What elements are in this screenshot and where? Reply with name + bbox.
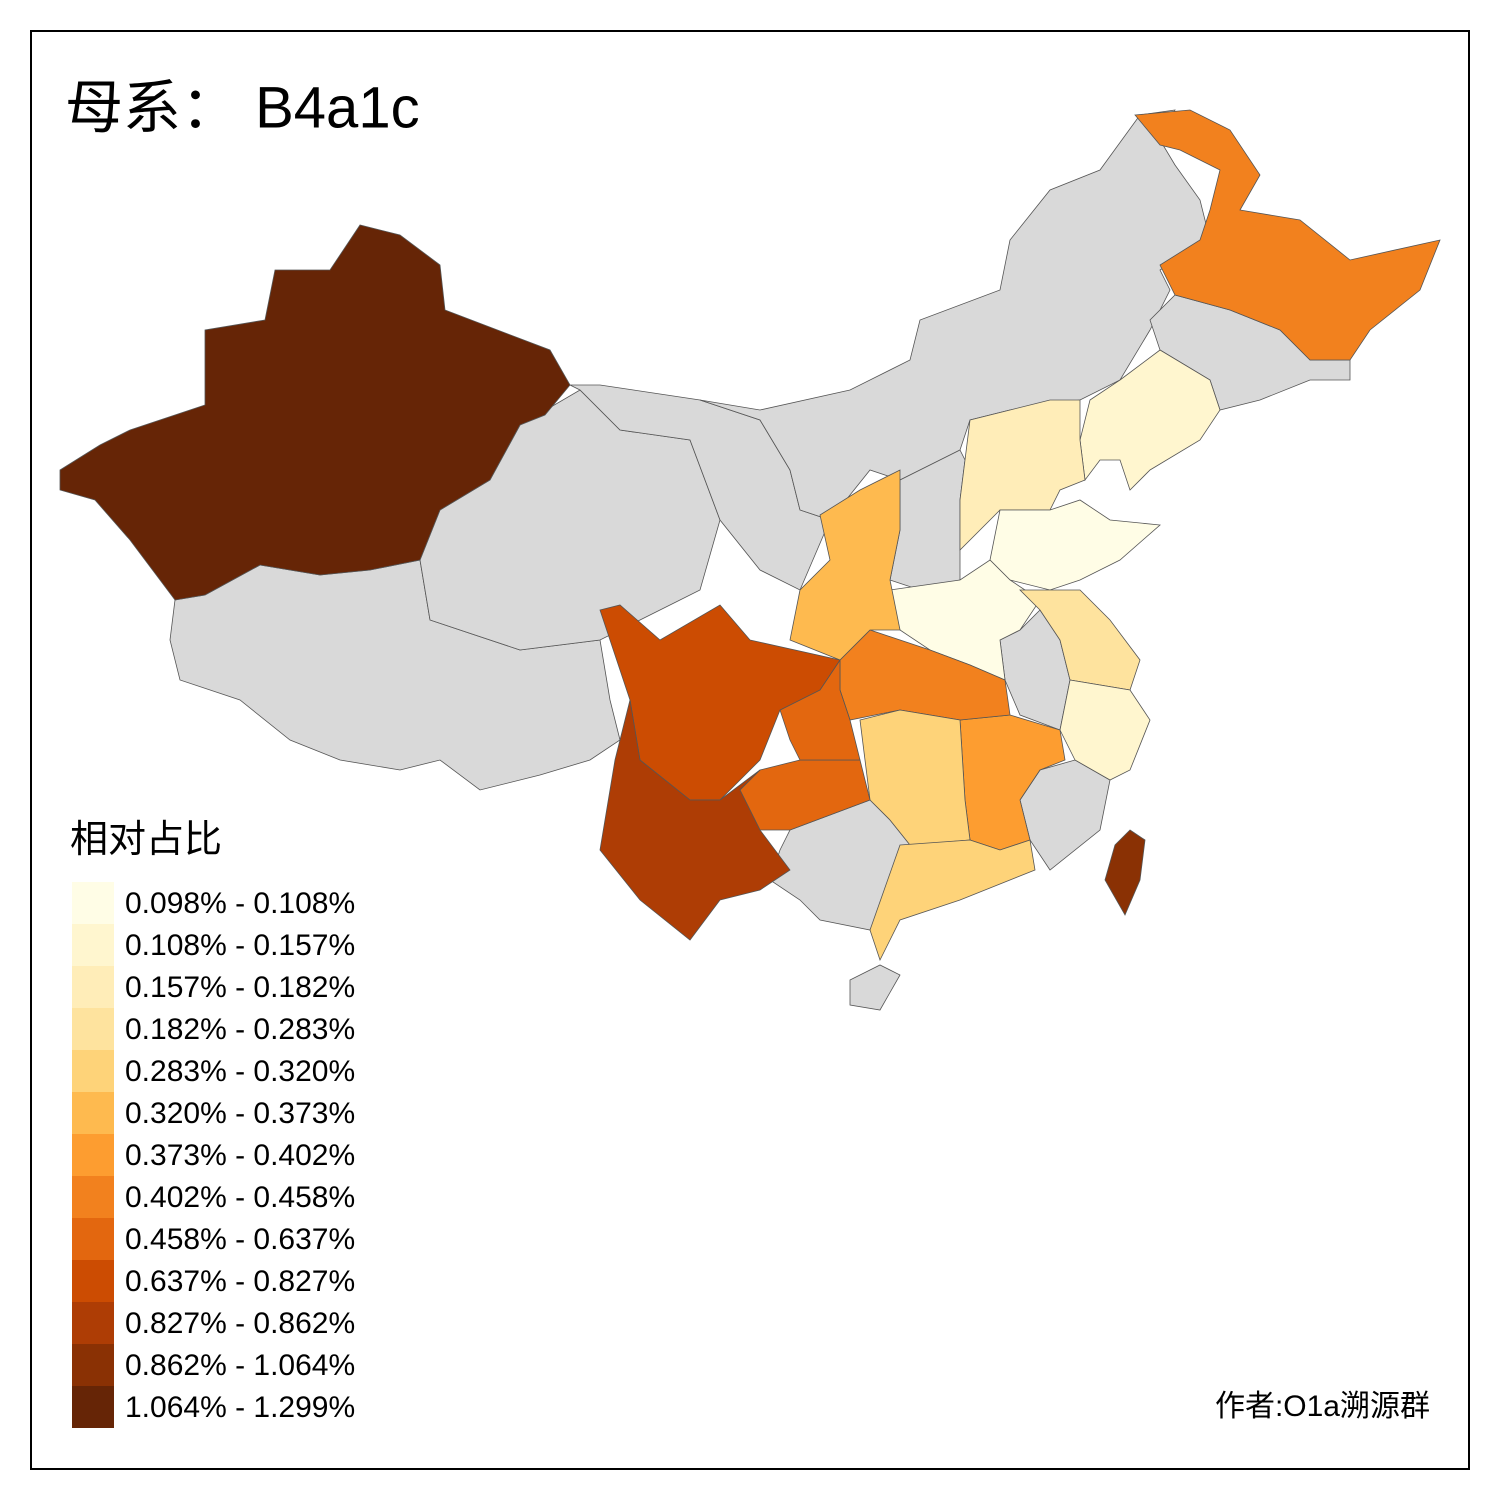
legend-swatch (72, 1134, 114, 1176)
legend-label: 0.402% - 0.458% (125, 1181, 355, 1214)
hainan (849, 964, 901, 1011)
legend-swatch (72, 1386, 114, 1428)
map (59, 109, 1441, 1011)
legend-swatch (72, 924, 114, 966)
heilongjiang (1134, 109, 1441, 361)
shaanxi (789, 469, 901, 661)
legend-label: 0.182% - 0.283% (125, 1013, 355, 1046)
taiwan (1104, 829, 1146, 916)
legend-swatch (72, 1092, 114, 1134)
hebei (959, 399, 1086, 551)
legend-label: 0.098% - 0.108% (125, 887, 355, 920)
legend-swatch (72, 1008, 114, 1050)
title: 母系： B4a1c (65, 75, 420, 140)
guangdong (869, 839, 1036, 962)
yunnan (599, 699, 791, 941)
legend-label: 0.108% - 0.157% (125, 929, 355, 962)
zhejiang (1059, 679, 1151, 781)
legend-swatch (72, 966, 114, 1008)
legend-label: 0.320% - 0.373% (125, 1097, 355, 1130)
legend: 0.098% - 0.108% 0.108% - 0.157% 0.157% - 0… (72, 882, 355, 1428)
legend-label: 0.637% - 0.827% (125, 1265, 355, 1298)
legend-label: 0.157% - 0.182% (125, 971, 355, 1004)
legend-label: 0.283% - 0.320% (125, 1055, 355, 1088)
legend-swatch (72, 1260, 114, 1302)
legend-swatch (72, 1302, 114, 1344)
legend-label: 0.827% - 0.862% (125, 1307, 355, 1340)
legend-swatch (72, 1050, 114, 1092)
legend-label: 1.064% - 1.299% (125, 1391, 355, 1424)
legend-swatch (72, 882, 114, 924)
xinjiang (59, 224, 571, 601)
legend-label: 0.458% - 0.637% (125, 1223, 355, 1256)
legend-label: 0.862% - 1.064% (125, 1349, 355, 1382)
credit: 作者:O1a溯源群 (1215, 1390, 1430, 1423)
legend-swatch (72, 1218, 114, 1260)
legend-label: 0.373% - 0.402% (125, 1139, 355, 1172)
legend-swatch (72, 1176, 114, 1218)
legend-title: 相对占比 (70, 819, 222, 861)
henan (889, 559, 1041, 681)
legend-swatch (72, 1344, 114, 1386)
